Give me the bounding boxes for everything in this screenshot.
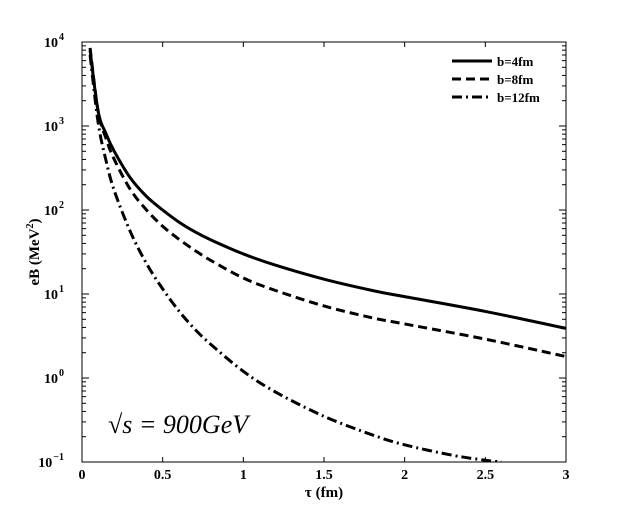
y-tick-label-base-3: 10 (44, 204, 58, 219)
x-axis-label: τ (fm) (305, 485, 343, 501)
y-axis-label: eB (MeV2) (25, 218, 43, 285)
y-tick-label-exp-2: 1 (59, 284, 64, 295)
y-tick-label-exp-5: 4 (59, 32, 64, 43)
y-tick-label-exp-0: −1 (53, 452, 64, 463)
x-tick-label-5: 2.5 (477, 468, 495, 483)
y-axis-label-base: eB (MeV (27, 228, 43, 285)
x-tick-label-3: 1.5 (315, 468, 333, 483)
x-tick-label-6: 3 (563, 468, 570, 483)
y-tick-label-3: 102 (44, 200, 64, 219)
y-tick-label-base-0: 10 (38, 456, 52, 471)
energy-annotation: √s = 900GeV (108, 410, 251, 439)
x-tick-label-4: 2 (401, 468, 408, 483)
y-axis-label-close: ) (27, 218, 43, 223)
plot-area (81, 41, 567, 463)
y-tick-label-exp-1: 0 (59, 368, 64, 379)
legend-label-b4: b=4fm (497, 54, 533, 69)
y-tick-label-4: 103 (44, 116, 64, 135)
x-tick-label-0: 0 (79, 468, 86, 483)
y-tick-label-exp-3: 2 (59, 200, 64, 211)
y-tick-label-base-5: 10 (44, 36, 58, 51)
series-line-b=4fm (88, 49, 566, 330)
series-layer (88, 47, 566, 462)
y-tick-label-5: 104 (44, 32, 64, 51)
x-tick-label-1: 0.5 (154, 468, 172, 483)
y-tick-label-base-4: 10 (44, 120, 58, 135)
y-tick-label-2: 101 (44, 284, 64, 303)
y-axis-label-exp: 2 (25, 223, 36, 228)
y-tick-label-0: 10−1 (38, 452, 64, 471)
series-line-b=12fm (88, 54, 502, 462)
legend-label-b12: b=12fm (497, 90, 540, 105)
legend: b=4fm b=8fm b=12fm (452, 54, 540, 105)
y-tick-label-base-1: 10 (44, 372, 58, 387)
series-line-b=8fm (88, 47, 566, 359)
legend-label-b8: b=8fm (497, 72, 533, 87)
x-tick-label-2: 1 (240, 468, 247, 483)
y-tick-label-base-2: 10 (44, 288, 58, 303)
y-tick-label-exp-4: 3 (59, 116, 64, 127)
y-tick-label-1: 100 (44, 368, 64, 387)
